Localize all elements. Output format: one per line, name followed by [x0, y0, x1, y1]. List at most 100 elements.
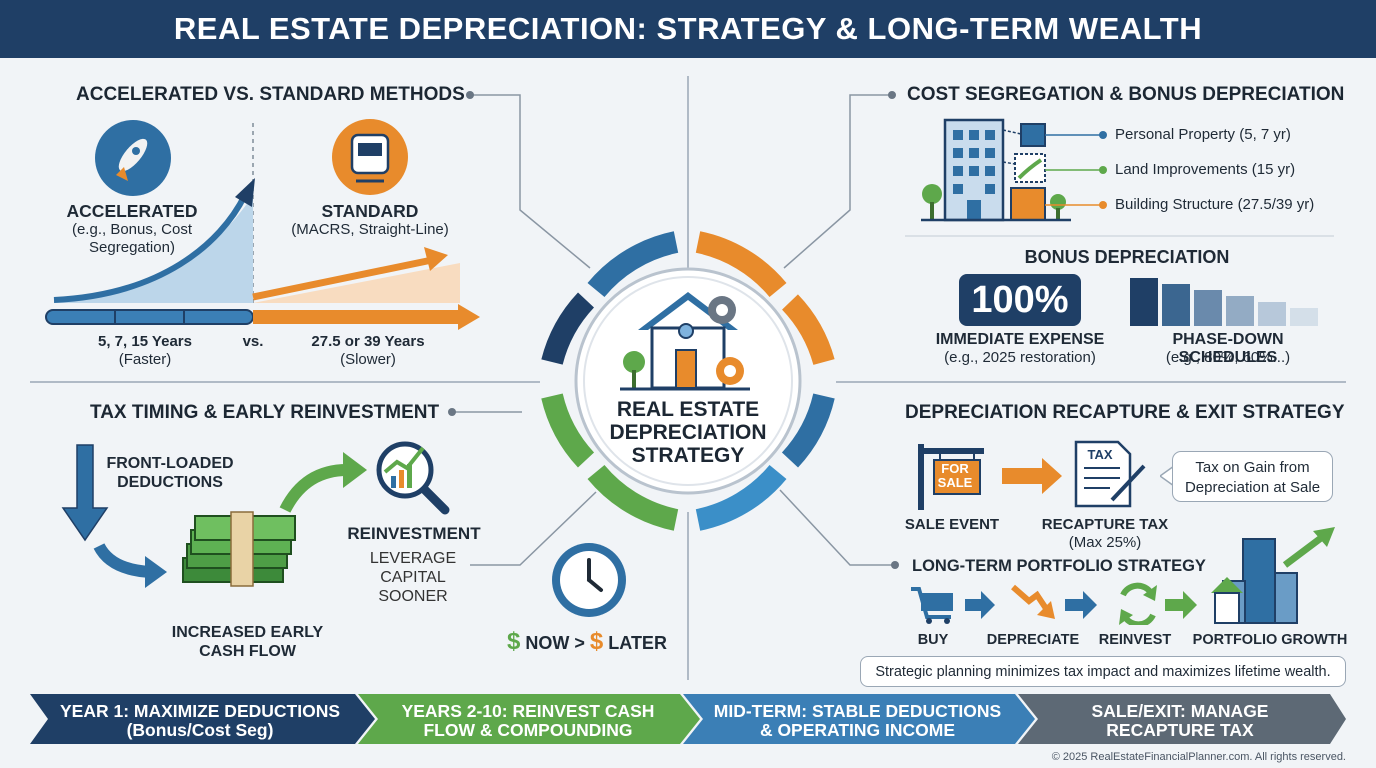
accelerated-section-title: ACCELERATED VS. STANDARD METHODS: [76, 84, 465, 105]
timeline-years2-10-line2: FLOW & COMPOUNDING: [423, 720, 633, 740]
standard-label: STANDARD: [321, 201, 419, 221]
header-bar: [0, 0, 1376, 58]
center-title-line2: DEPRECIATION: [609, 421, 767, 444]
clock-icon: [552, 543, 626, 617]
timeline-label-years2-10: YEARS 2-10: REINVEST CASH FLOW & COMPOUN…: [378, 702, 678, 740]
recycle-icon: [1119, 582, 1157, 625]
tax-timing-section-title: TAX TIMING & EARLY REINVESTMENT: [90, 402, 440, 423]
tax-doc-label: TAX: [1087, 447, 1113, 462]
phase-down-sub: (e.g., 80%, 60%...): [1165, 349, 1291, 366]
immediate-expense-label: IMMEDIATE EXPENSE: [935, 331, 1105, 348]
later-text: LATER: [608, 633, 667, 653]
cash-flow-line1: INCREASED EARLY: [171, 624, 324, 641]
magnifier-chart-icon: [376, 441, 450, 515]
timeline-year1-line2: (Bonus/Cost Seg): [126, 720, 274, 740]
house-gear-icon: [620, 292, 750, 391]
step-portfolio-growth: PORTFOLIO GROWTH: [1192, 632, 1348, 648]
recapture-tooltip: Tax on Gain from Depreciation at Sale: [1172, 451, 1333, 502]
timeline-segment-exit: [1018, 694, 1346, 744]
cart-icon: [911, 587, 953, 624]
tax-timing-graphic: [61, 441, 450, 588]
reinvestment-label: REINVESTMENT: [347, 524, 481, 543]
reinvestment-sub-line2: CAPITAL: [380, 569, 446, 586]
train-icon: [332, 119, 408, 195]
tax-document-icon: [1074, 440, 1146, 508]
recapture-max-label: (Max 25%): [1068, 534, 1142, 551]
connector-bl: [470, 491, 597, 566]
connector-tl: [470, 94, 591, 269]
accelerated-sub: (e.g., Bonus, Cost Segregation): [52, 221, 212, 257]
timeline-segment-year1: [30, 694, 375, 744]
standard-sub: (MACRS, Straight-Line): [291, 221, 449, 238]
cash-flow-label: INCREASED EARLY CASH FLOW: [155, 623, 340, 661]
tooltip-line2: Depreciation at Sale: [1184, 479, 1321, 496]
standard-speed: (Slower): [340, 351, 396, 368]
now-text: NOW >: [525, 633, 585, 653]
step-buy: BUY: [917, 632, 949, 648]
front-loaded-label: FRONT-LOADED DEDUCTIONS: [100, 454, 240, 492]
dollar-orange-icon: $: [589, 628, 604, 655]
phase-down-bars-icon: [1130, 278, 1318, 326]
phase-down-label: PHASE-DOWN SCHEDULES: [1172, 331, 1284, 366]
down-arrow-icon: [61, 444, 109, 542]
center-ring: [541, 231, 835, 531]
step-depreciate: DEPRECIATE: [986, 632, 1080, 648]
tooltip-line1: Tax on Gain from: [1195, 459, 1310, 476]
bonus-title: BONUS DEPRECIATION: [1024, 247, 1230, 267]
downtrend-icon: [1011, 584, 1055, 619]
portfolio-graphic: [911, 527, 1335, 625]
timeline-segment-years2-10: [358, 694, 700, 744]
recapture-graphic: [918, 440, 1146, 510]
reinvestment-sub: LEVERAGE CAPITAL SOONER: [353, 549, 473, 606]
strategy-summary-box: Strategic planning minimizes tax impact …: [860, 656, 1346, 687]
immediate-expense-sub: (e.g., 2025 restoration): [944, 349, 1096, 366]
reinvestment-sub-line1: LEVERAGE: [369, 550, 457, 567]
recapture-section-title: DEPRECIATION RECAPTURE & EXIT STRATEGY: [905, 402, 1345, 423]
cash-flow-line2: CASH FLOW: [199, 643, 296, 660]
connector-tr: [783, 94, 892, 269]
timeline-band: [30, 694, 1346, 744]
front-loaded-line1: FRONT-LOADED: [106, 455, 234, 472]
timeline-years2-10-line1: YEARS 2-10: REINVEST CASH: [401, 701, 655, 721]
timeline-label-midterm: MID-TERM: STABLE DEDUCTIONS & OPERATING …: [705, 702, 1010, 740]
rocket-icon: [95, 120, 171, 196]
city-growth-icon: [1211, 527, 1335, 624]
accelerated-sub-line1: (e.g., Bonus, Cost: [71, 221, 193, 238]
front-loaded-line2: DEDUCTIONS: [117, 474, 223, 491]
step-reinvest: REINVEST: [1098, 632, 1172, 648]
copyright-text: © 2025 RealEstateFinancialPlanner.com. A…: [1051, 751, 1346, 763]
cost-seg-item-building: Building Structure (27.5/39 yr): [1115, 196, 1315, 213]
cost-seg-item-personal: Personal Property (5, 7 yr): [1115, 126, 1291, 143]
accelerated-years: 5, 7, 15 Years: [98, 333, 192, 350]
cost-seg-item-land: Land Improvements (15 yr): [1115, 161, 1296, 178]
dollar-green-icon: $: [507, 628, 521, 655]
for-sale-sign-icon: [918, 444, 984, 510]
standard-years: 27.5 or 39 Years: [311, 333, 425, 350]
center-title: REAL ESTATE DEPRECIATION STRATEGY: [598, 398, 778, 467]
timeline-year1-line1: YEAR 1: MAXIMIZE DEDUCTIONS: [59, 701, 341, 721]
timeline-midterm-line2: & OPERATING INCOME: [759, 720, 956, 740]
for-sale-line2: SALE: [937, 475, 973, 490]
for-sale-text: FOR SALE: [933, 462, 977, 490]
timeline-exit-line2: RECAPTURE TAX: [1106, 720, 1254, 740]
center-title-line3: STRATEGY: [631, 444, 745, 467]
accelerated-label: ACCELERATED: [66, 201, 198, 221]
page-title: REAL ESTATE DEPRECIATION: STRATEGY & LON…: [173, 11, 1203, 46]
money-stack-icon: [182, 511, 296, 587]
accelerated-sub-line2: Segregation): [89, 239, 175, 256]
connector-br: [779, 489, 895, 566]
sale-event-label: SALE EVENT: [904, 516, 1000, 533]
cost-seg-section-title: COST SEGREGATION & BONUS DEPRECIATION: [907, 84, 1345, 105]
timeline-midterm-line1: MID-TERM: STABLE DEDUCTIONS: [713, 701, 1002, 721]
timeline-label-exit: SALE/EXIT: MANAGE RECAPTURE TAX: [1040, 702, 1320, 740]
now-later-label: $ NOW > $ LATER: [507, 628, 667, 656]
recapture-tax-label: RECAPTURE TAX: [1041, 516, 1169, 533]
for-sale-line1: FOR: [941, 461, 969, 476]
versus-label: vs.: [242, 333, 264, 350]
accelerated-speed: (Faster): [118, 351, 172, 368]
timeline-label-year1: YEAR 1: MAXIMIZE DEDUCTIONS (Bonus/Cost …: [50, 702, 350, 740]
portfolio-strategy-title: LONG-TERM PORTFOLIO STRATEGY: [912, 557, 1206, 575]
center-title-line1: REAL ESTATE: [616, 398, 760, 421]
timeline-exit-line1: SALE/EXIT: MANAGE: [1091, 701, 1269, 721]
